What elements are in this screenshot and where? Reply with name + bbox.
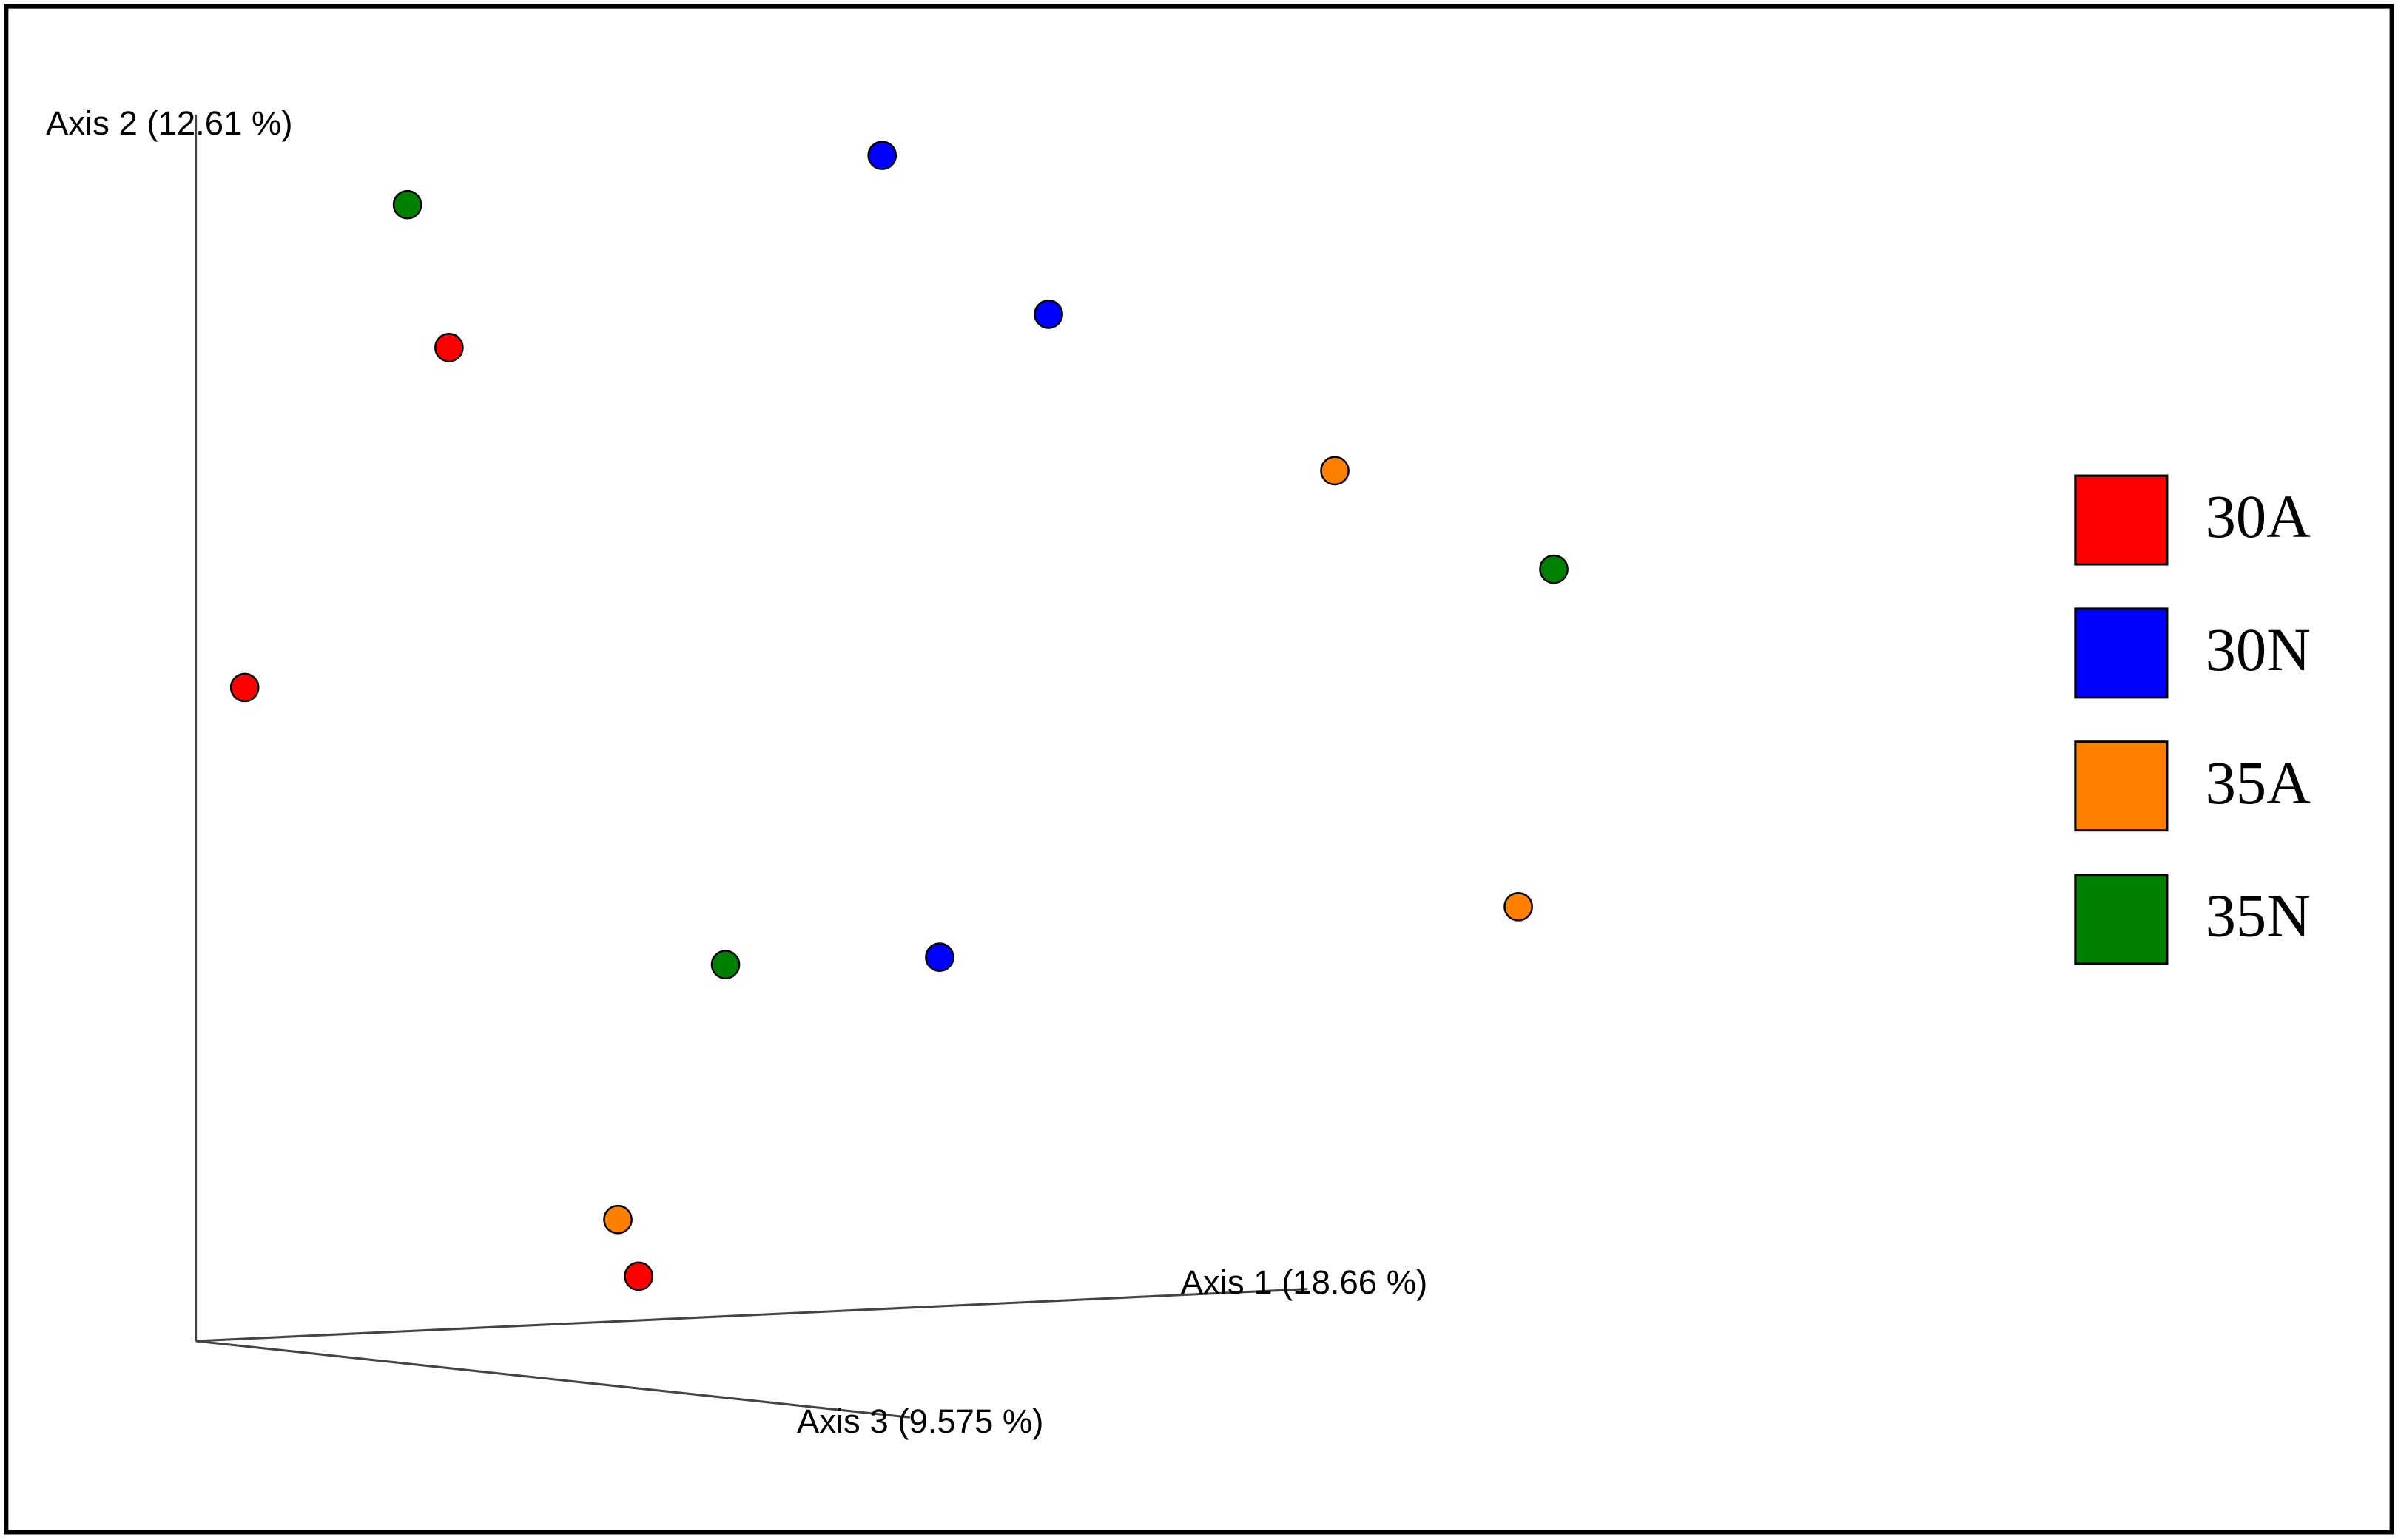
legend-label: 30A — [2206, 482, 2311, 550]
point — [229, 672, 260, 703]
legend-swatch — [2074, 607, 2169, 699]
point — [1034, 300, 1063, 329]
point — [1539, 554, 1569, 584]
point — [624, 1261, 654, 1291]
legend-label: 30N — [2206, 615, 2311, 683]
points — [229, 141, 1569, 1291]
legend-label: 35A — [2206, 749, 2311, 817]
legend-swatch — [2074, 474, 2169, 566]
legend-label: 35N — [2206, 882, 2311, 950]
point — [925, 942, 954, 972]
point — [603, 1204, 633, 1235]
axis-1-line — [195, 1288, 1308, 1343]
axis-label: Axis 3 (9.575 %) — [797, 1402, 1044, 1440]
point — [1503, 891, 1533, 922]
point — [867, 141, 897, 170]
axis-3-line — [195, 1340, 911, 1419]
legend: 30A 30N 35A 35N — [2074, 474, 2311, 965]
point — [392, 189, 422, 220]
point — [1320, 456, 1350, 486]
axis-label: Axis 1 (18.66 %) — [1181, 1263, 1428, 1301]
point — [434, 333, 464, 362]
legend-swatch — [2074, 874, 2169, 965]
point — [710, 950, 741, 979]
frame — [4, 4, 2394, 1535]
legend-swatch — [2074, 740, 2169, 832]
axis-label: Axis 2 (12.61 %) — [46, 104, 293, 142]
